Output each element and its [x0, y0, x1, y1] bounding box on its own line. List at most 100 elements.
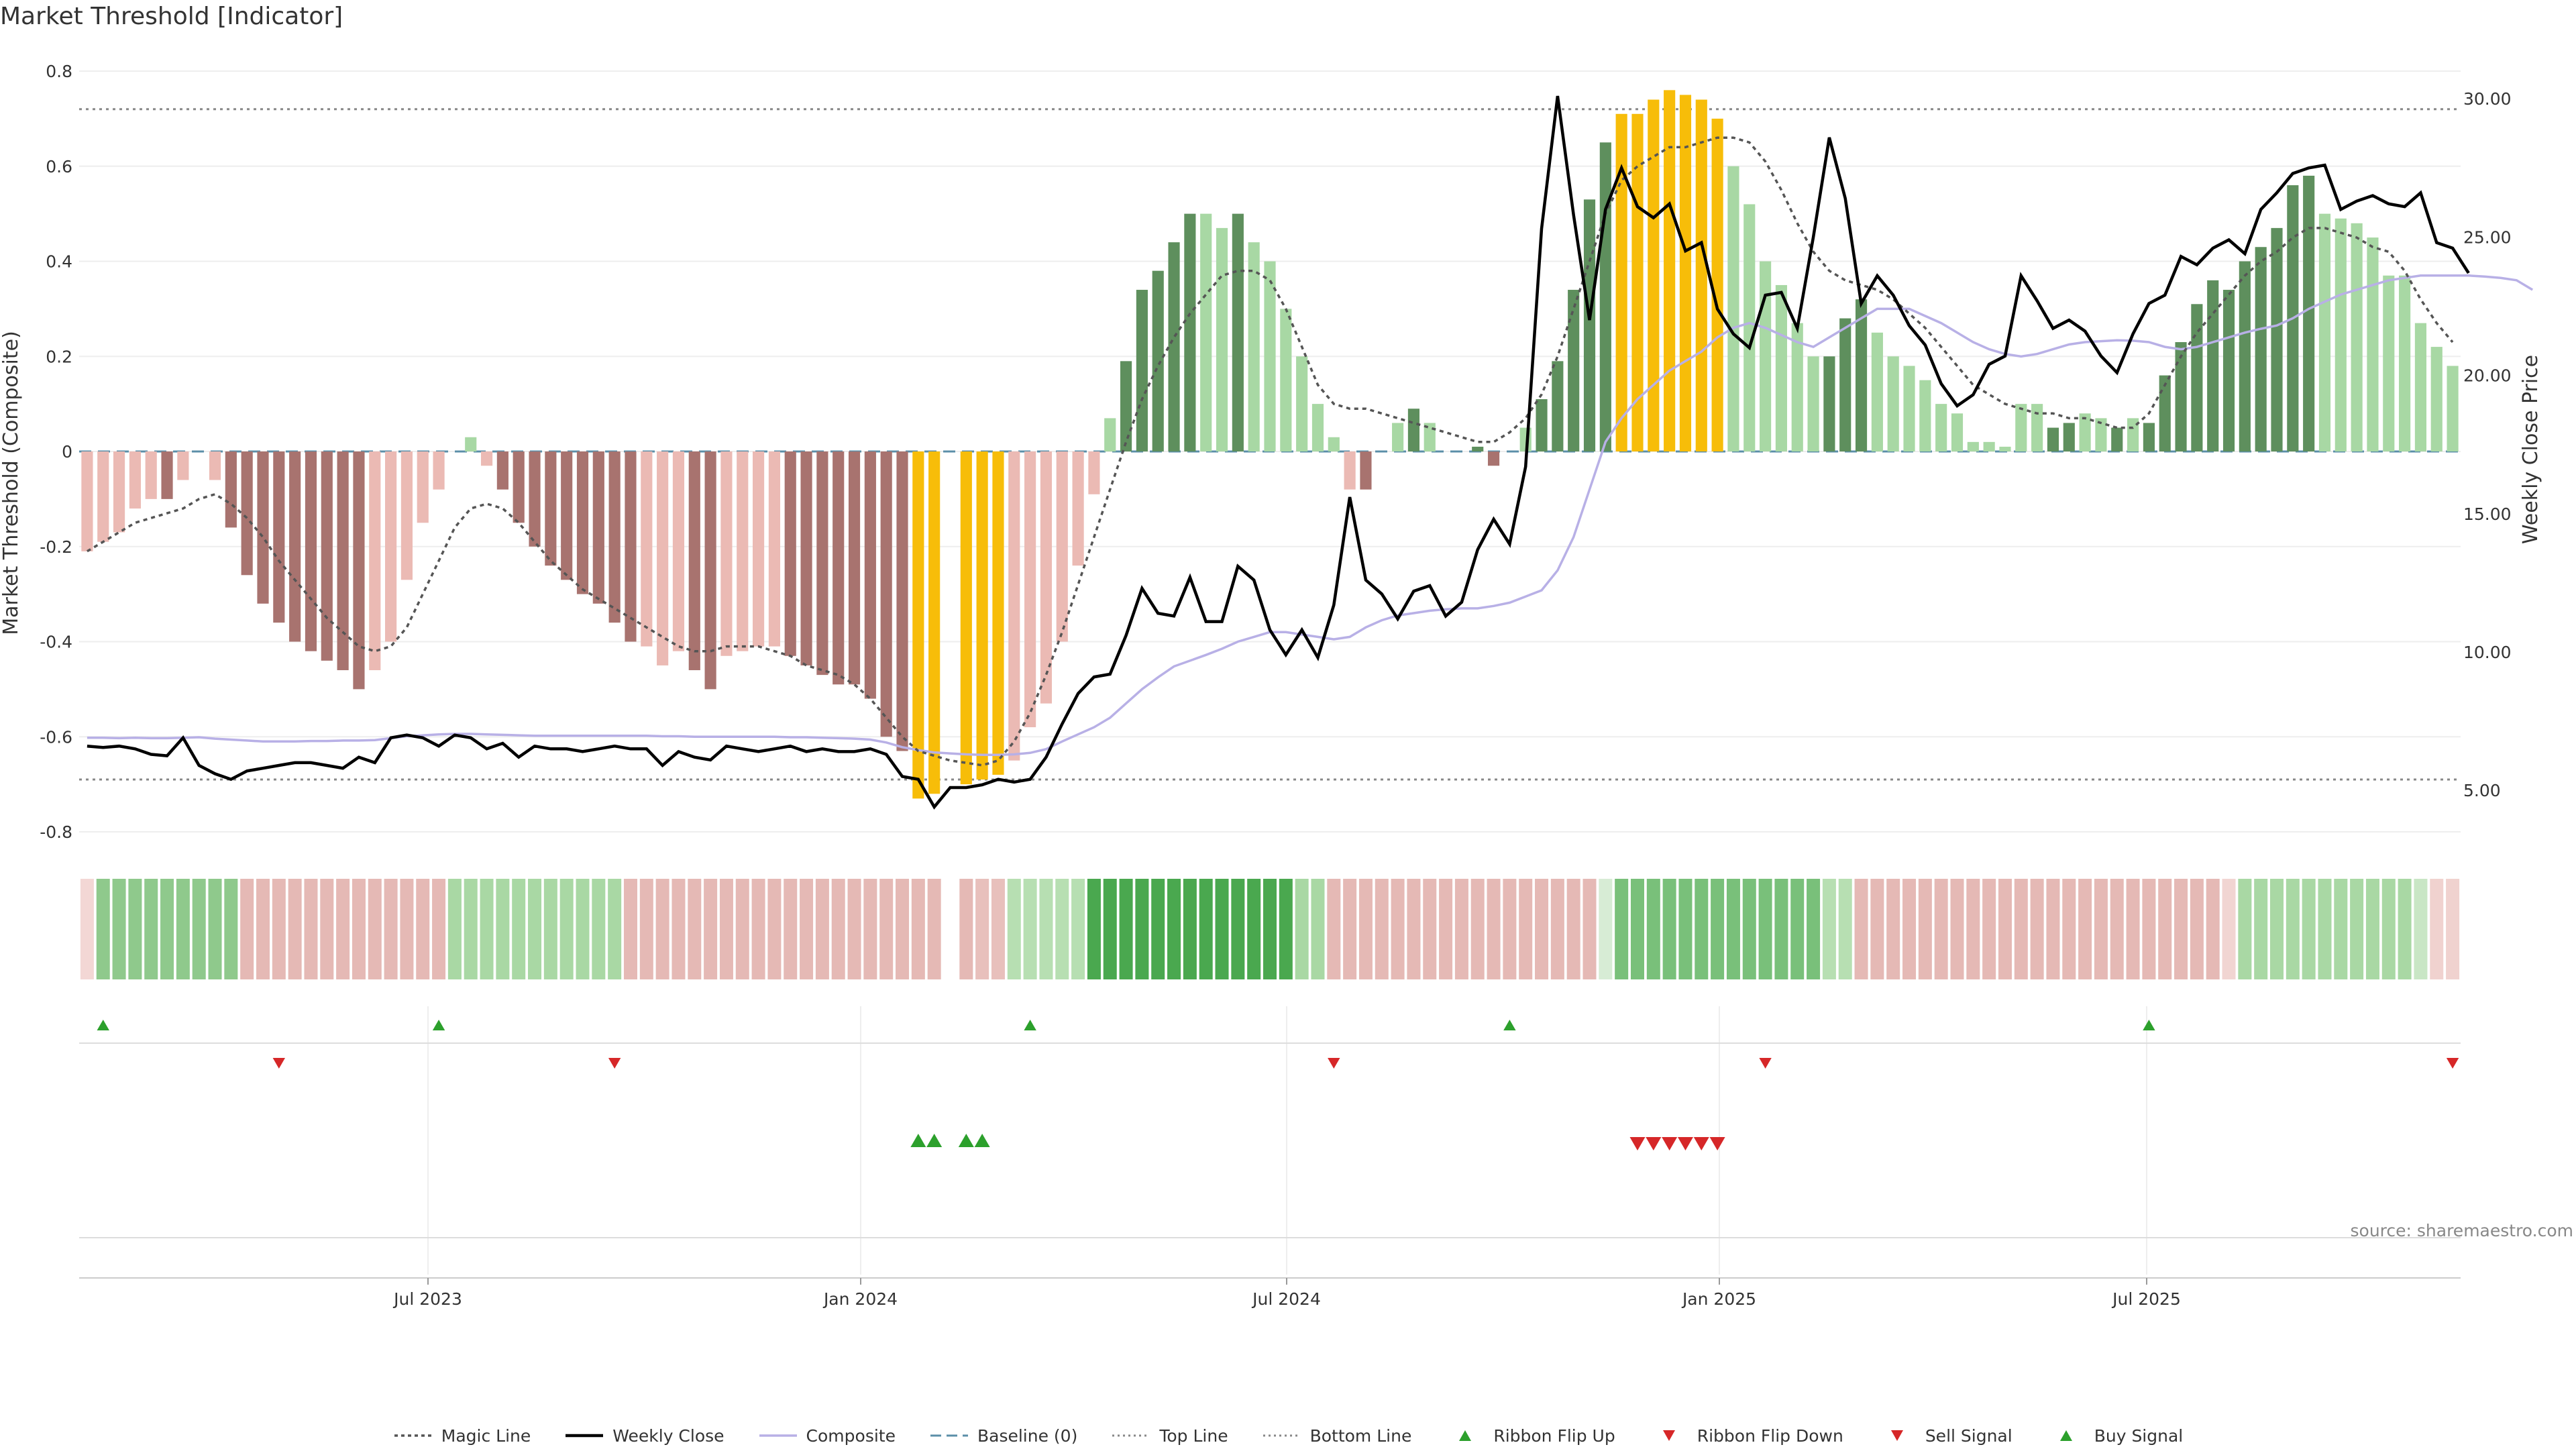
ribbon-cell — [688, 879, 702, 979]
ribbon-cell — [991, 879, 1005, 979]
ribbon-cell — [672, 879, 686, 979]
bar — [833, 451, 845, 685]
ribbon-cell — [1678, 879, 1693, 979]
ribbon-cell — [576, 879, 590, 979]
ribbon-cell — [767, 879, 782, 979]
ribbon-cell — [2062, 879, 2076, 979]
bar — [1072, 451, 1084, 566]
bar — [513, 451, 525, 523]
bar — [1008, 451, 1020, 761]
ribbon-cell — [224, 879, 238, 979]
ribbon-cell — [1599, 879, 1613, 979]
ribbon-cell — [464, 879, 478, 979]
bar — [2111, 427, 2123, 451]
bar — [2255, 247, 2267, 451]
ribbon-cell — [2014, 879, 2028, 979]
ribbon-cell — [2365, 879, 2379, 979]
bar — [465, 437, 477, 451]
x-axis-layer: Jul 2023 Jan 2024 Jul 2024 Jan 2025 Jul 2025 — [79, 1277, 2461, 1309]
ribbon-cell — [2381, 879, 2396, 979]
bar — [960, 451, 972, 785]
ribbon-cell — [1934, 879, 1948, 979]
sell-signal-icon — [1629, 1137, 1646, 1150]
bar — [1791, 323, 1803, 451]
legend-swatch — [2059, 1430, 2072, 1441]
legend-item: Magic Line — [393, 1426, 531, 1446]
ribbon-cell — [1343, 879, 1357, 979]
bar — [1823, 356, 1835, 451]
legend-item: Weekly Close — [564, 1426, 724, 1446]
legend-label: Ribbon Flip Down — [1697, 1426, 1843, 1446]
y-tick-label: -0.4 — [40, 633, 72, 652]
y2-tick-label: 20.00 — [2463, 366, 2512, 386]
ribbon-cell — [176, 879, 190, 979]
ribbon-cell — [1055, 879, 1069, 979]
ribbon-cell — [128, 879, 142, 979]
bar — [1392, 423, 1404, 451]
buy-signal-icon — [958, 1134, 974, 1147]
ribbon-cell — [1167, 879, 1181, 979]
ribbon-cell — [1950, 879, 1964, 979]
bar — [1807, 356, 1819, 451]
legend-label: Baseline (0) — [977, 1426, 1078, 1446]
ribbon-cell — [352, 879, 366, 979]
bar — [1216, 227, 1228, 451]
bar — [1743, 204, 1756, 451]
bar — [1568, 290, 1580, 451]
ribbon-cell — [2430, 879, 2444, 979]
bar — [625, 451, 637, 642]
ribbon-flip-down-icon — [608, 1058, 621, 1069]
bar — [768, 451, 780, 647]
bar — [1695, 99, 1707, 451]
y-tick-label: -0.8 — [40, 822, 72, 842]
bar — [1727, 166, 1739, 451]
ribbon-flip-down-icon — [1759, 1058, 1772, 1069]
ribbon-cell — [704, 879, 718, 979]
ribbon-cell — [1807, 879, 1821, 979]
ribbon-cell — [1358, 879, 1373, 979]
ribbon-cell — [751, 879, 765, 979]
ribbon-cell — [2398, 879, 2412, 979]
bar — [1152, 270, 1164, 451]
ribbon-cell — [1662, 879, 1676, 979]
bar — [1344, 451, 1356, 490]
ribbon-cell — [256, 879, 270, 979]
bar — [400, 451, 413, 580]
axes-layer: -0.8 -0.6 -0.4 -0.2 0 0.2 0.4 0.6 0.8 5.00 10.00 15… — [40, 62, 2511, 842]
bar — [1935, 404, 1947, 451]
bar — [480, 451, 493, 466]
bar — [2399, 275, 2411, 451]
bar — [1088, 451, 1100, 494]
bar — [2159, 375, 2171, 451]
signals-layer — [79, 1006, 2461, 1275]
ribbon-cell — [320, 879, 334, 979]
bar — [2430, 347, 2443, 451]
ribbon-cell — [1646, 879, 1660, 979]
ribbon-cell — [1630, 879, 1644, 979]
bar — [2222, 290, 2235, 451]
bar — [1200, 213, 1212, 451]
ribbon-cell — [1215, 879, 1229, 979]
ribbon-cell — [80, 879, 94, 979]
legend-swatch — [1890, 1430, 1903, 1441]
bar — [1855, 299, 1868, 451]
bar — [1232, 213, 1244, 451]
bar — [2143, 423, 2155, 451]
bar — [816, 451, 828, 676]
ribbon-cell — [2078, 879, 2092, 979]
ribbon-cell — [1519, 879, 1533, 979]
ribbon-cell — [1854, 879, 1868, 979]
bars-layer — [81, 90, 2459, 799]
ribbon-cell — [1566, 879, 1580, 979]
ribbon-cell — [528, 879, 542, 979]
up-triangle-icon — [1459, 1430, 1472, 1441]
ribbon-cell — [1998, 879, 2012, 979]
ribbon-cell — [496, 879, 510, 979]
bar — [257, 451, 269, 604]
legend-swatch — [394, 1434, 432, 1437]
ribbon-flip-up-icon — [1503, 1020, 1516, 1030]
legend-item: Baseline (0) — [929, 1426, 1077, 1446]
bar — [1536, 399, 1548, 451]
ribbon-cell — [559, 879, 574, 979]
